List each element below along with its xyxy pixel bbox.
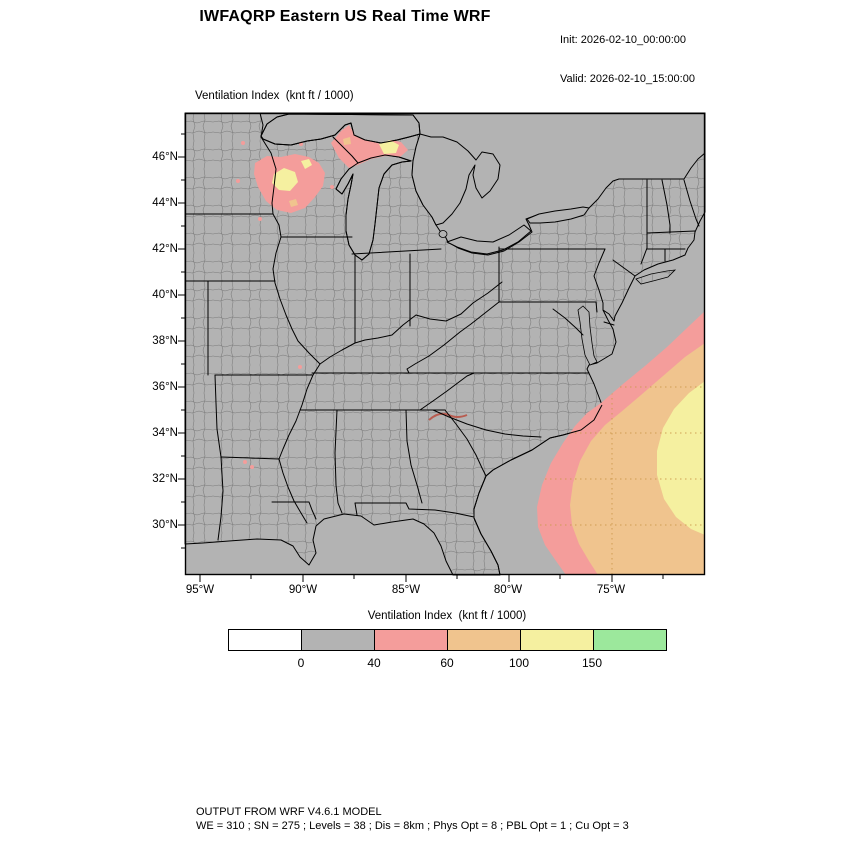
y-axis-label: 38°N (152, 335, 178, 347)
model-time-block: Init: 2026-02-10_00:00:00 Valid: 2026-02… (560, 8, 695, 99)
pink-speck (243, 460, 247, 464)
midwest-tan-speck-1 (289, 199, 298, 207)
y-axis-label: 34°N (152, 427, 178, 439)
data-shading (236, 125, 705, 575)
midwest-tan-speck-2 (343, 137, 351, 145)
colorbar-segment (520, 630, 593, 650)
lake-huron (411, 133, 501, 226)
colorbar (228, 629, 667, 651)
axis-ticks (178, 133, 664, 582)
lake-st-clair (438, 230, 448, 238)
y-axis-label: 36°N (152, 381, 178, 393)
y-axis-label: 32°N (152, 473, 178, 485)
map-frame (184, 112, 706, 576)
y-axis-label: 42°N (152, 243, 178, 255)
pink-speck (236, 179, 240, 183)
valid-time: Valid: 2026-02-10_15:00:00 (560, 73, 695, 85)
map-plot (178, 112, 706, 582)
midwest-pink-patch-2 (331, 125, 408, 168)
midwest-yellow-core-1 (272, 168, 298, 191)
long-island (635, 269, 677, 285)
footer-model-line: OUTPUT FROM WRF V4.6.1 MODEL (196, 806, 382, 818)
colorbar-tick-label: 40 (367, 656, 381, 670)
y-axis-label: 30°N (152, 519, 178, 531)
midwest-yellow-core-1b (301, 159, 312, 169)
y-axis-label: 46°N (152, 151, 178, 163)
atlantic-tan-band (570, 343, 705, 575)
colorbar-segment (593, 630, 666, 650)
pink-speck (330, 185, 334, 189)
lake-erie (446, 224, 532, 255)
pink-speck (298, 365, 302, 369)
atlantic-yellow-core (657, 381, 705, 535)
x-axis-label: 90°W (288, 584, 318, 596)
lake-ontario (526, 206, 590, 224)
colorbar-title: Ventilation Index (knt ft / 1000) (367, 610, 527, 622)
pink-speck (258, 217, 262, 221)
colorbar-tick-label: 100 (508, 656, 530, 670)
page-title: IWFAQRP Eastern US Real Time WRF (199, 8, 491, 25)
colorbar-segment (229, 630, 301, 650)
x-axis-label: 95°W (185, 584, 215, 596)
x-axis-label: 75°W (596, 584, 626, 596)
pink-speck (250, 465, 254, 469)
y-axis-label: 44°N (152, 197, 178, 209)
colorbar-tick-label: 60 (440, 656, 454, 670)
y-axis-label: 40°N (152, 289, 178, 301)
x-axis-label: 85°W (391, 584, 421, 596)
colorbar-tick-label: 0 (297, 656, 305, 670)
chesapeake-bay (577, 305, 598, 366)
midwest-yellow-core-2 (379, 140, 399, 154)
footer-config-line: WE = 310 ; SN = 275 ; Levels = 38 ; Dis … (196, 820, 629, 832)
colorbar-segment (447, 630, 520, 650)
init-time: Init: 2026-02-10_00:00:00 (560, 34, 686, 46)
state-borders (184, 136, 700, 541)
colorbar-tick-label: 150 (581, 656, 603, 670)
map-variable-label: Ventilation Index (knt ft / 1000) (195, 90, 354, 102)
pink-speck (241, 141, 245, 145)
colorbar-segment (374, 630, 447, 650)
map-canvas (178, 112, 706, 582)
x-axis-label: 80°W (493, 584, 523, 596)
shoreline-overlay (260, 113, 603, 576)
colorbar-segment (301, 630, 374, 650)
